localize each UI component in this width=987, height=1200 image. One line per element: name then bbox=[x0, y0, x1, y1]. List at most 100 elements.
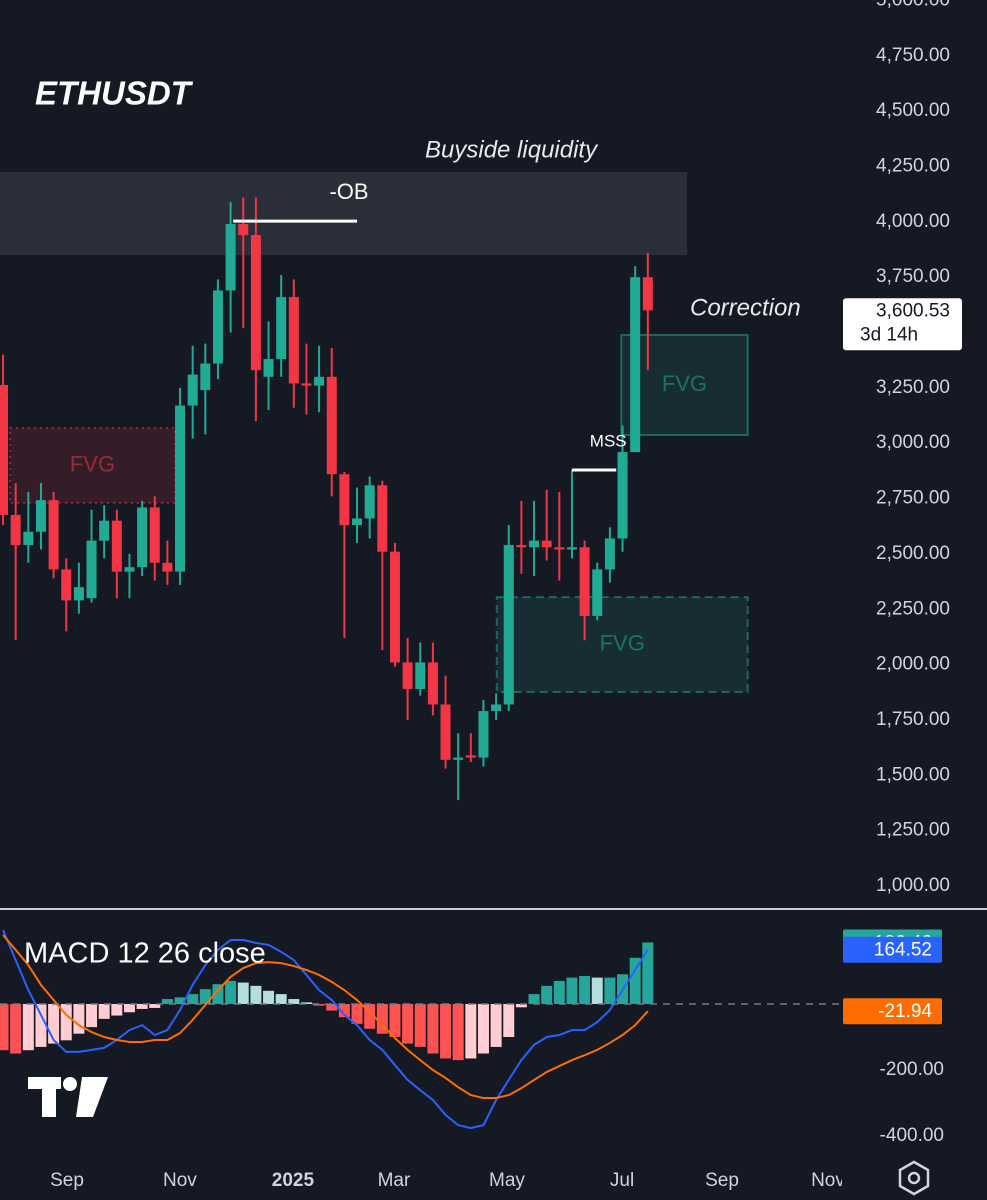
histogram-bar bbox=[604, 977, 616, 1004]
histogram-bar bbox=[440, 1003, 452, 1059]
candle-body bbox=[99, 520, 110, 541]
histogram-bar bbox=[326, 1003, 338, 1011]
main-pane: FVG FVG FVG bbox=[0, 172, 749, 694]
y-tick-label: 2,750.00 bbox=[876, 488, 950, 509]
candle-body bbox=[0, 384, 9, 515]
candle-body bbox=[23, 531, 34, 546]
settings-button[interactable] bbox=[898, 1160, 930, 1196]
histogram-bar bbox=[515, 1003, 527, 1008]
histogram-bar bbox=[351, 1003, 363, 1024]
candle-body bbox=[326, 376, 337, 475]
histogram-bar bbox=[553, 980, 565, 1004]
indicator-line bbox=[2, 929, 649, 1130]
zone-label: FVG bbox=[662, 371, 707, 396]
candle-body bbox=[175, 405, 186, 572]
value-label: 164.52 bbox=[874, 940, 932, 961]
x-tick-label: May bbox=[489, 1170, 525, 1191]
candle-body bbox=[86, 540, 97, 599]
histogram-bar bbox=[136, 1003, 148, 1009]
histogram-bar bbox=[35, 1003, 47, 1047]
level-label: -OB bbox=[329, 179, 368, 204]
zone bbox=[620, 333, 749, 437]
annotation: Buyside liquidity bbox=[425, 136, 599, 163]
value-box bbox=[843, 936, 942, 963]
candle-body bbox=[212, 290, 223, 364]
candle-body bbox=[73, 587, 84, 601]
histogram-bar bbox=[0, 1003, 9, 1051]
candle-body bbox=[465, 755, 476, 758]
histogram-bar bbox=[300, 1002, 312, 1004]
level-label: MSS bbox=[590, 431, 627, 450]
histogram-bar bbox=[465, 1003, 477, 1059]
candle-body bbox=[238, 224, 249, 236]
value-box bbox=[843, 998, 942, 1025]
candle-body bbox=[111, 520, 122, 572]
histogram-bar bbox=[376, 1003, 388, 1034]
histogram-bar bbox=[452, 1003, 464, 1061]
y-tick-label: 3,750.00 bbox=[876, 266, 950, 287]
y-tick-label: 5,000.00 bbox=[876, 0, 950, 10]
histogram-bar bbox=[48, 1003, 60, 1044]
histogram-bar bbox=[414, 1003, 426, 1047]
histogram-bar bbox=[123, 1003, 135, 1013]
histogram-bar bbox=[263, 990, 275, 1004]
candle-body bbox=[529, 540, 540, 548]
candle-body bbox=[642, 277, 653, 311]
y-tick-label: 4,000.00 bbox=[876, 211, 950, 232]
y-tick-label: 1,000.00 bbox=[876, 875, 950, 896]
candle-body bbox=[225, 224, 236, 291]
price-label-box bbox=[843, 298, 962, 351]
histogram-bar bbox=[98, 1003, 110, 1019]
x-tick-label: Jul bbox=[610, 1170, 634, 1191]
x-tick-label: Nov bbox=[163, 1170, 197, 1191]
histogram-bar bbox=[427, 1003, 439, 1054]
candle-body bbox=[415, 662, 426, 689]
zone-label: FVG bbox=[600, 630, 645, 655]
candle-body bbox=[124, 567, 135, 572]
candle-body bbox=[566, 547, 577, 550]
candle-body bbox=[630, 277, 641, 453]
zone bbox=[0, 172, 688, 256]
candle-body bbox=[263, 359, 274, 377]
macd-pane bbox=[0, 929, 654, 1130]
histogram-bar bbox=[402, 1003, 414, 1044]
histogram-bar bbox=[111, 1003, 123, 1016]
candle-body bbox=[276, 297, 287, 360]
histogram-bar bbox=[591, 977, 603, 1004]
candle-body bbox=[250, 235, 261, 371]
histogram-bar bbox=[60, 1003, 72, 1041]
histogram-bar bbox=[73, 1003, 85, 1034]
histogram-bar bbox=[541, 985, 553, 1004]
histogram-bar bbox=[10, 1003, 22, 1054]
zone bbox=[8, 426, 176, 504]
histogram-bar bbox=[288, 999, 300, 1004]
candle-body bbox=[516, 545, 527, 548]
candle-body bbox=[617, 452, 628, 539]
histogram-bar bbox=[237, 982, 249, 1004]
candle-body bbox=[491, 704, 502, 712]
y-tick-label: 2,500.00 bbox=[876, 543, 950, 564]
x-tick-label: Nov bbox=[811, 1170, 845, 1191]
candle-body bbox=[377, 485, 388, 552]
x-tick-label: Sep bbox=[50, 1170, 84, 1191]
candle-body bbox=[364, 485, 375, 519]
candle-body bbox=[453, 757, 464, 760]
histogram-bar bbox=[149, 1003, 161, 1008]
histogram-bar bbox=[174, 997, 186, 1004]
price-label: 3,600.53 bbox=[876, 300, 950, 321]
histogram-bar bbox=[250, 985, 262, 1004]
candle-body bbox=[592, 569, 603, 616]
x-tick-label: 2025 bbox=[272, 1170, 315, 1191]
annotation: Correction bbox=[690, 294, 801, 321]
candle-body bbox=[61, 569, 72, 601]
symbol-title: ETHUSDT bbox=[35, 75, 194, 112]
y-tick-label: -200.00 bbox=[880, 1059, 944, 1080]
histogram-bar bbox=[528, 994, 540, 1004]
histogram-bar bbox=[275, 994, 287, 1004]
candle-body bbox=[352, 518, 363, 526]
candle-body bbox=[389, 551, 400, 663]
histogram-bar bbox=[313, 1003, 325, 1006]
candle-body bbox=[478, 711, 489, 758]
y-tick-label: 1,500.00 bbox=[876, 764, 950, 785]
candle-body bbox=[10, 514, 21, 546]
